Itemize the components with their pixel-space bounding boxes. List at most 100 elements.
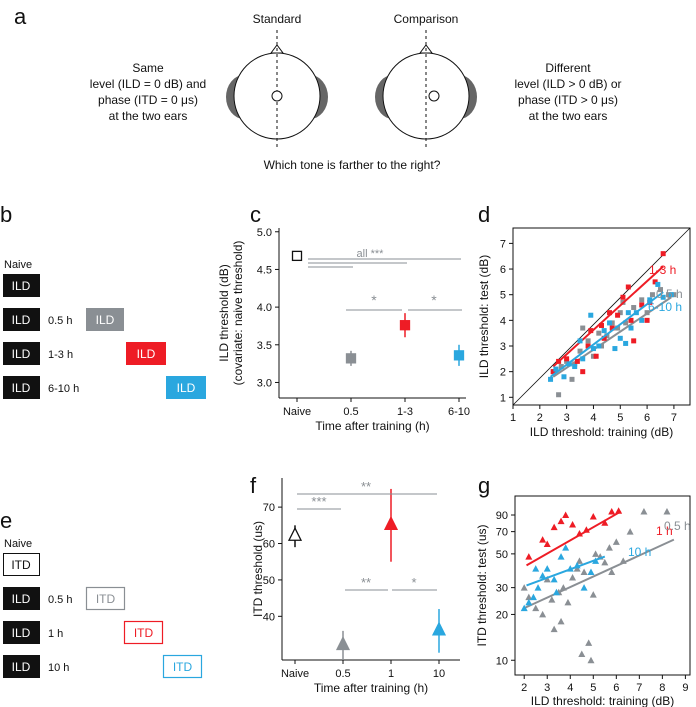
y-tick-label-70: 70 bbox=[496, 527, 508, 539]
panel-a-letter: a bbox=[14, 4, 27, 29]
sig-all-label: all *** bbox=[357, 248, 385, 260]
test-box-blue bbox=[166, 376, 206, 399]
train-box-label-0: ILD bbox=[12, 592, 31, 606]
x-tick-label-Naive: Naive bbox=[283, 406, 311, 418]
series-label-10h: 10 h bbox=[628, 545, 651, 559]
y-axis-title: ILD threshold: test (dB) bbox=[477, 255, 491, 378]
point-0.5 h bbox=[575, 557, 583, 564]
series-label-1h: 1 h bbox=[656, 524, 673, 538]
x-tick-label-0.5: 0.5 bbox=[343, 406, 358, 418]
time-label-1: 1 h bbox=[48, 628, 63, 640]
x-tick-label-1: 1 bbox=[388, 668, 394, 680]
y-tick-label: 3.0 bbox=[257, 377, 272, 389]
point-6-10 h bbox=[617, 335, 623, 341]
panel-b: b Naive ILD ILD 0.5 h ILD ILD 1-3 h ILD 6-1… bbox=[0, 202, 206, 399]
y-tick-label: 4.0 bbox=[257, 302, 272, 314]
plot-frame bbox=[514, 495, 691, 676]
point-6-10 h bbox=[566, 361, 572, 367]
point-Naive bbox=[291, 250, 303, 262]
sig-right-label: * bbox=[411, 575, 416, 590]
test-box-label-gray: ITD bbox=[96, 592, 116, 606]
x-tick-label-2: 2 bbox=[537, 412, 543, 424]
fit-line-0.5 h bbox=[552, 296, 672, 378]
train-box-2 bbox=[3, 655, 40, 678]
point-0.5 h bbox=[585, 639, 593, 646]
point-1-3 h bbox=[625, 284, 631, 290]
point-10 h bbox=[543, 565, 551, 572]
point-1-3 h bbox=[628, 317, 634, 323]
point-0.5 h bbox=[525, 593, 533, 601]
time-label-0: 0.5 h bbox=[48, 594, 72, 606]
point-1 h bbox=[601, 519, 609, 526]
point-10 h bbox=[580, 584, 588, 591]
point-1 h bbox=[589, 513, 597, 520]
point-0.5 h bbox=[578, 650, 586, 657]
point-10 bbox=[431, 621, 447, 636]
point-0.5 h bbox=[601, 558, 609, 566]
x-tick-label-1: 1 bbox=[510, 412, 516, 424]
panel-b-letter: b bbox=[0, 202, 12, 227]
test-box-gray bbox=[85, 586, 126, 611]
train-box-0 bbox=[3, 308, 40, 331]
time-label-0: 0.5 h bbox=[48, 315, 72, 327]
point-0.5 h bbox=[580, 568, 588, 576]
point-1 h bbox=[608, 507, 616, 515]
x-tick-label-3: 3 bbox=[544, 682, 550, 694]
point-0.5 h bbox=[548, 596, 556, 603]
point-0.5 h bbox=[550, 625, 558, 633]
x-tick-label-1-3: 1-3 bbox=[397, 406, 413, 418]
point-0.5 h bbox=[592, 550, 600, 557]
point-10 h bbox=[529, 593, 537, 601]
point-10 h bbox=[525, 598, 533, 606]
time-label-1: 1-3 h bbox=[48, 349, 73, 361]
point-10 h bbox=[550, 575, 558, 583]
sig-top-label: ** bbox=[361, 479, 371, 494]
point-1-3 h bbox=[620, 294, 626, 300]
point-0.5 h bbox=[520, 584, 528, 591]
x-tick-label-6: 6 bbox=[644, 412, 650, 424]
x-tick-label-9: 9 bbox=[682, 682, 688, 694]
comparison-head-diagram bbox=[375, 30, 477, 150]
x-tick-label-4: 4 bbox=[590, 412, 596, 424]
time-label-2: 6-10 h bbox=[48, 383, 79, 395]
point-10 h bbox=[587, 568, 595, 576]
sig-star-1: * bbox=[371, 292, 377, 308]
point-1-3 h bbox=[588, 328, 594, 334]
test-box-red bbox=[126, 342, 166, 365]
y-axis-title: ITD threshold: test (us) bbox=[475, 524, 489, 646]
point-0.5 h bbox=[617, 310, 623, 316]
point-0.5 h bbox=[640, 507, 648, 515]
test-box-label-red: ITD bbox=[134, 626, 154, 640]
x-axis-title: ILD threshold: training (dB) bbox=[530, 425, 673, 439]
point-0.5 h bbox=[649, 292, 655, 298]
point-0.5 h bbox=[608, 568, 616, 576]
x-tick-label-3: 3 bbox=[564, 412, 570, 424]
y-axis-title: ITD threshold (us) bbox=[251, 521, 265, 617]
y-tick-label-4: 4 bbox=[500, 315, 506, 327]
point-0.5 h bbox=[577, 348, 583, 354]
train-box-0 bbox=[3, 587, 40, 610]
x-tick-label-7: 7 bbox=[671, 412, 677, 424]
point-0.5 h bbox=[539, 610, 547, 618]
train-box-label-2: ILD bbox=[12, 660, 31, 674]
x-tick-label-Naive: Naive bbox=[281, 668, 309, 680]
point-0.5 h bbox=[605, 544, 613, 551]
test-box-label-blue: ILD bbox=[177, 381, 196, 395]
naive-ild-box-label: ILD bbox=[12, 279, 31, 293]
point-0.5 bbox=[335, 635, 351, 651]
test-box-blue bbox=[162, 654, 203, 679]
point-6-10 h bbox=[553, 366, 559, 372]
train-box-label-2: ILD bbox=[12, 381, 31, 395]
standard-label: Standard bbox=[253, 12, 302, 26]
fit-line-0.5 h bbox=[523, 538, 675, 610]
x-axis-title: Time after training (h) bbox=[315, 419, 429, 433]
point-1-3 h bbox=[660, 251, 666, 257]
y-axis-subtitle: (covariate: naive threshold) bbox=[231, 241, 245, 386]
point-0.5 h bbox=[585, 338, 591, 344]
y-tick-label: 5.0 bbox=[257, 227, 272, 239]
point-1 h bbox=[562, 511, 570, 519]
point-6-10 bbox=[453, 350, 465, 361]
x-tick-label-0.5: 0.5 bbox=[335, 668, 350, 680]
x-tick-label-6: 6 bbox=[613, 682, 619, 694]
